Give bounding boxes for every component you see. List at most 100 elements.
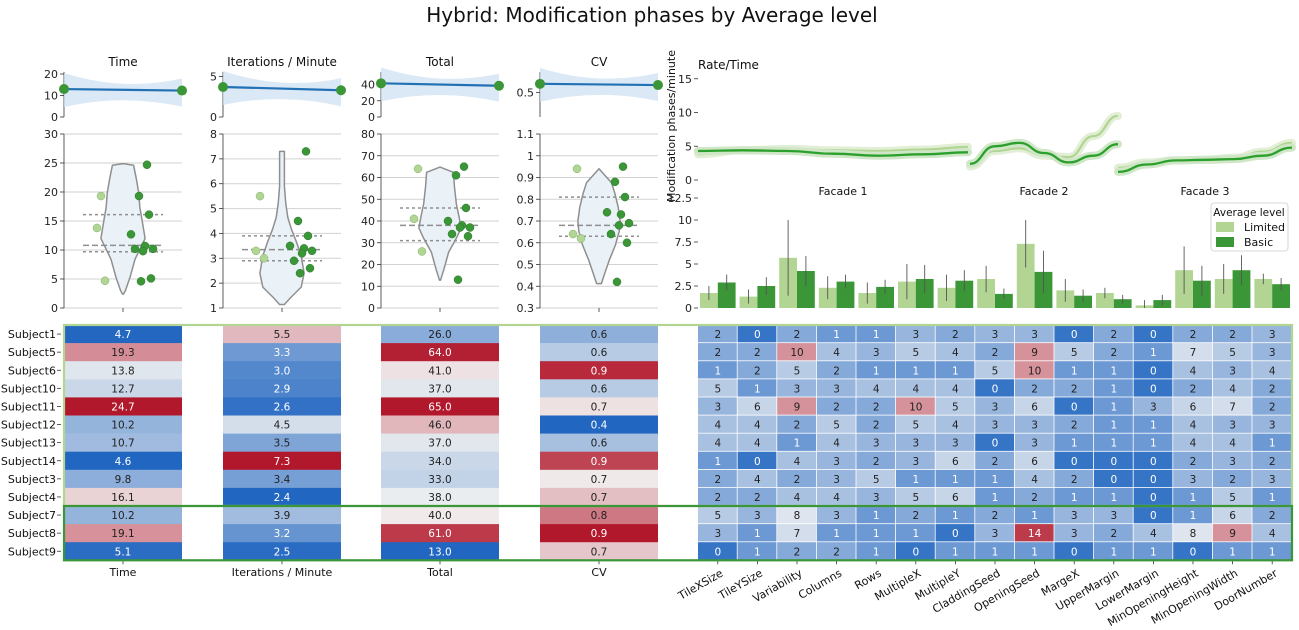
metric-heat-cell <box>540 433 658 452</box>
violin-point-limited <box>568 229 578 239</box>
param-heat-value: 3 <box>992 329 999 341</box>
param-heat-cell <box>737 524 777 542</box>
param-heat-cell <box>1133 361 1173 379</box>
metric-heat-value: 0.7 <box>591 492 608 504</box>
violin-y-tick-label: 0.6 <box>517 237 535 250</box>
param-heat-cell <box>1133 325 1173 343</box>
violin-y-tick-label: 0.4 <box>517 280 535 293</box>
param-heat-value: 4 <box>952 420 959 432</box>
param-heat-cell <box>896 433 935 451</box>
violin-y-tick-label: 2 <box>210 277 217 290</box>
param-heat-cell <box>1094 451 1133 469</box>
param-heat-cell <box>1094 506 1133 524</box>
param-heat-value: 9 <box>1031 347 1038 359</box>
param-heat-cell <box>1173 487 1212 506</box>
param-heat-cell <box>856 451 896 469</box>
param-heat-value: 3 <box>714 401 721 413</box>
param-heat-cell <box>1014 487 1054 506</box>
param-heat-value: 3 <box>952 438 959 450</box>
param-heat-value: 4 <box>754 474 761 486</box>
trend-line <box>380 82 500 87</box>
param-heat-value: 1 <box>1150 347 1157 359</box>
param-heat-cell <box>1212 433 1252 451</box>
subject-label: Subject6 <box>8 364 56 377</box>
param-heat-value: 5 <box>912 420 919 432</box>
param-heat-cell <box>935 361 975 379</box>
metric-heat-cell <box>223 433 341 452</box>
metric-heat-cell <box>64 379 182 398</box>
metric-heat-cell <box>381 542 499 561</box>
param-heat-cell <box>896 379 935 397</box>
param-heat-value: 2 <box>714 474 721 486</box>
param-heat-value: 5 <box>873 474 880 486</box>
violin-point-basic <box>130 244 140 254</box>
violin-y-tick-label: 8 <box>210 128 217 141</box>
trend-endpoint-end <box>336 85 346 96</box>
parameter-bar-panel: 0 2.5 5 7.5 10 12.5 Average level Limited Basic <box>668 192 1290 315</box>
param-heat-cell <box>1252 415 1292 433</box>
subject-label: Subject5 <box>8 346 56 359</box>
param-heat-value: 2 <box>794 546 801 558</box>
violin-point-basic <box>285 241 295 251</box>
param-heat-cell <box>1094 542 1133 560</box>
metric-heatmap-panel: Subject1 Subject5 Subject6 Subject10 Subject… <box>1 325 658 579</box>
param-heat-cell <box>777 524 816 542</box>
metric-heat-value: 0.4 <box>591 420 608 432</box>
param-heat-value: 0 <box>1150 492 1157 504</box>
violin-y-tick-label: 1 <box>210 302 217 315</box>
param-heat-value: 1 <box>952 546 959 558</box>
violin-point-basic <box>465 223 475 232</box>
param-heat-cell <box>1054 379 1094 397</box>
metric-heat-cell <box>223 451 341 471</box>
param-heat-value: 4 <box>1269 365 1276 377</box>
param-heat-value: 3 <box>1150 401 1157 413</box>
param-heat-value: 2 <box>873 456 880 468</box>
param-heat-value: 3 <box>1269 329 1276 341</box>
param-heat-cell <box>816 451 856 469</box>
param-heat-value: 1 <box>1190 492 1197 504</box>
param-heat-cell <box>1014 469 1054 488</box>
bar-legend-swatch <box>1216 237 1234 247</box>
param-heat-value: 1 <box>754 546 761 558</box>
metric-heat-value: 10.2 <box>111 420 134 432</box>
metric-heat-cell <box>540 524 658 543</box>
metric-heat-cell <box>381 361 499 380</box>
param-heat-value: 0 <box>1071 546 1078 558</box>
param-heat-value: 2 <box>1269 401 1276 413</box>
metric-heat-value: 13.8 <box>111 365 134 377</box>
param-heat-value: 5 <box>952 401 959 413</box>
param-heat-cell <box>1212 487 1252 506</box>
param-heat-value: 2 <box>754 492 761 504</box>
param-heat-value: 1 <box>1110 420 1117 432</box>
param-heat-cell <box>1252 433 1292 451</box>
param-heat-value: 1 <box>1269 492 1276 504</box>
metric-heat-cell <box>381 451 499 471</box>
metric-heat-cell <box>381 343 499 362</box>
violin-point-basic <box>612 277 622 287</box>
param-heat-value: 8 <box>1190 528 1197 540</box>
metric-heat-value: 24.7 <box>111 401 134 413</box>
param-heat-cell <box>1252 397 1292 415</box>
figure-title: Hybrid: Modification phases by Average l… <box>426 3 877 27</box>
trend-panels: Time 0 10 20 Iterations / Minute 0 5 Total 0 20 40… <box>44 55 663 124</box>
param-heat-value: 5 <box>912 492 919 504</box>
metric-heat-value: 3.9 <box>274 510 291 522</box>
param-heat-cell <box>896 397 935 415</box>
param-heat-value: 4 <box>794 492 801 504</box>
param-heat-cell <box>896 415 935 433</box>
metric-heat-value: 2.5 <box>274 546 291 558</box>
param-heat-cell <box>935 415 975 433</box>
param-heat-cell <box>856 469 896 488</box>
param-heat-value: 6 <box>1031 456 1038 468</box>
trend-y-tick-label: 0.5 <box>517 86 535 99</box>
param-heat-cell <box>1133 506 1173 524</box>
param-heat-value: 0 <box>1071 329 1078 341</box>
subject-label: Subject4 <box>8 491 56 504</box>
violin-point-limited <box>100 276 110 285</box>
metric-heat-value: 64.0 <box>428 347 451 359</box>
violin-y-tick-label: 60 <box>361 172 375 185</box>
rate-title: Rate/Time <box>698 58 759 72</box>
param-heat-cell <box>1173 506 1212 524</box>
metric-heat-cell <box>540 506 658 525</box>
param-heat-value: 3 <box>1031 420 1038 432</box>
